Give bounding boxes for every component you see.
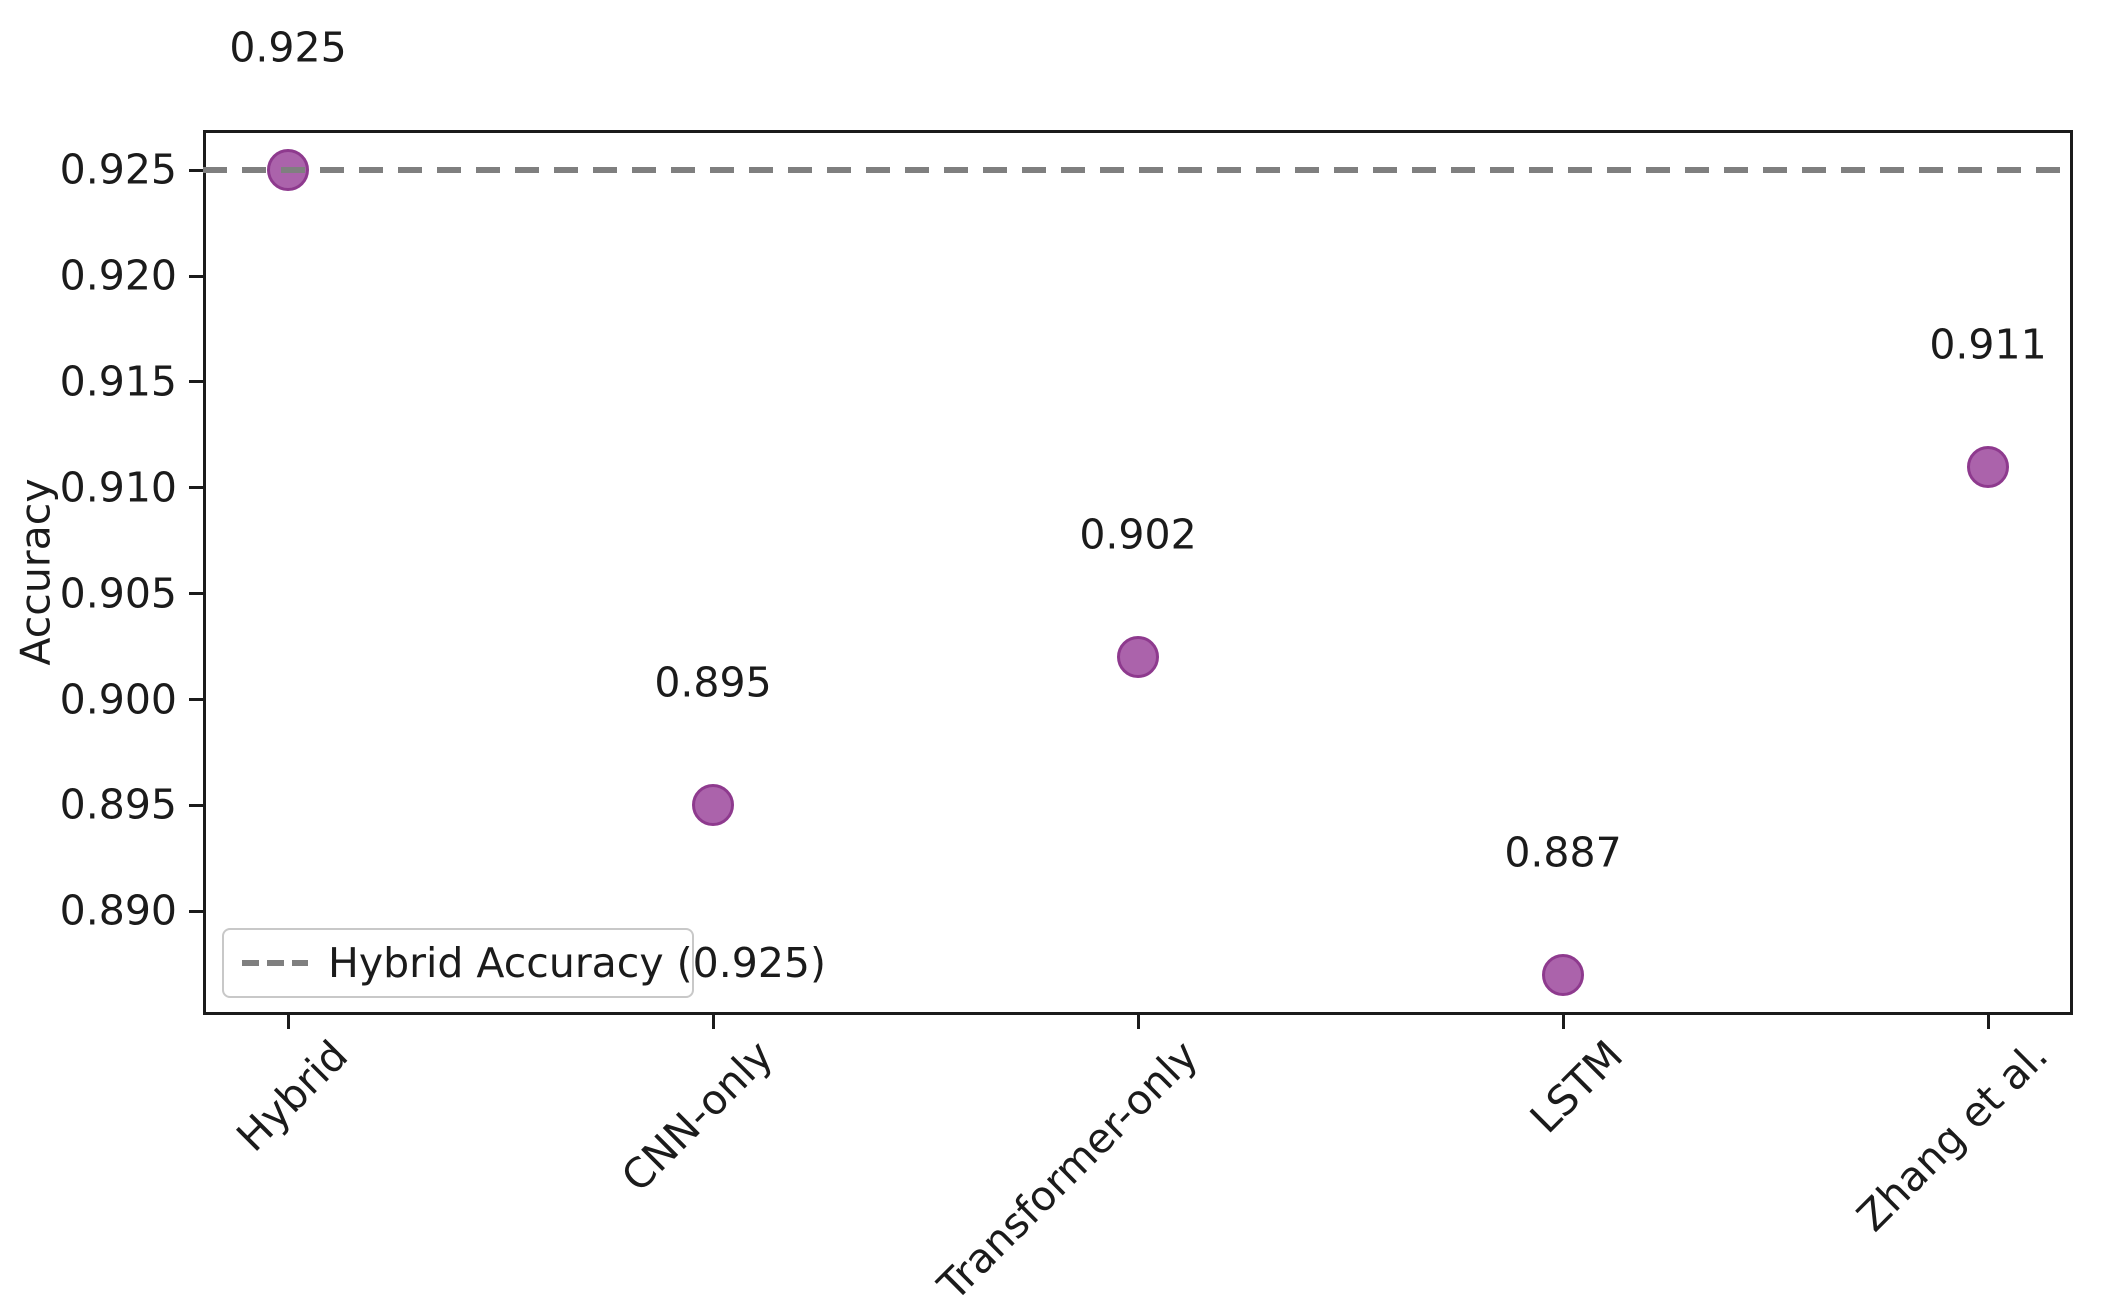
point-value-label: 0.887 [1504,828,1622,877]
y-tick-mark [189,698,203,702]
y-tick-label: 0.890 [59,886,177,935]
legend-dashed-line-sample [242,960,308,966]
x-tick-label-transformer-only: Transformer-only [928,1031,1208,1300]
x-tick-label-lstm: LSTM [1520,1031,1633,1143]
legend: Hybrid Accuracy (0.925) [222,928,826,998]
point-value-label: 0.902 [1079,510,1197,559]
x-tick-mark [286,1015,290,1029]
x-tick-mark [1986,1015,1990,1029]
y-tick-label: 0.895 [59,780,177,829]
y-tick-mark [189,909,203,913]
point-value-label: 0.925 [229,23,347,72]
y-tick-mark [189,592,203,596]
y-tick-mark [189,168,203,172]
plot-area [203,130,2073,1015]
data-point-lstm [1542,953,1584,996]
y-tick-label: 0.925 [59,145,177,194]
reference-line [203,167,2073,174]
y-tick-mark [189,803,203,807]
point-value-label: 0.911 [1929,320,2047,369]
y-tick-mark [189,380,203,384]
data-point-zhang-et-al- [1967,445,2009,488]
y-tick-mark [189,486,203,490]
legend-label: Hybrid Accuracy (0.925) [328,938,827,987]
y-tick-label: 0.900 [59,675,177,724]
y-tick-label: 0.920 [59,251,177,300]
data-point-cnn-only [692,784,734,827]
x-tick-label-cnn-only: CNN-only [612,1031,783,1202]
x-tick-mark [711,1015,715,1029]
y-tick-label: 0.915 [59,357,177,406]
point-value-label: 0.895 [654,658,772,707]
y-axis-title: Accuracy [11,478,60,666]
x-tick-label-zhang-et-al-: Zhang et al. [1847,1031,2058,1241]
x-tick-label-hybrid: Hybrid [227,1031,358,1161]
x-tick-mark [1561,1015,1565,1029]
y-tick-label: 0.910 [59,463,177,512]
y-tick-label: 0.905 [59,569,177,618]
y-tick-mark [189,274,203,278]
data-point-transformer-only [1117,636,1159,679]
x-tick-mark [1136,1015,1140,1029]
